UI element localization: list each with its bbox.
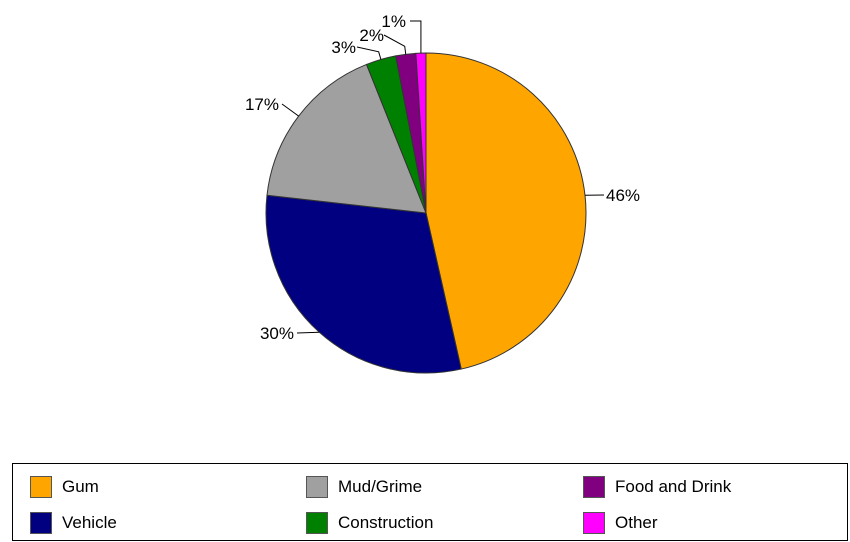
leader-line-mud-grime (281, 103, 299, 117)
pie-slice-mud-grime (266, 63, 427, 214)
legend-item-food-and-drink: Food and Drink (583, 472, 731, 502)
leader-line-construction (356, 46, 382, 60)
pct-label-mud-grime: 17% (245, 95, 279, 114)
pie-slice-vehicle (265, 194, 462, 374)
pct-label-vehicle: 30% (260, 324, 294, 343)
legend-label-gum: Gum (62, 477, 99, 496)
leader-line-food-and-drink (383, 34, 407, 55)
legend-label-construction: Construction (338, 513, 434, 532)
legend-swatch-other (583, 512, 605, 534)
legend-item-mud-grime: Mud/Grime (306, 472, 422, 502)
legend-label-food-and-drink: Food and Drink (615, 477, 732, 496)
legend-swatch-vehicle (30, 512, 52, 534)
pct-label-construction: 3% (331, 38, 356, 57)
pct-label-gum: 46% (606, 186, 640, 205)
legend: Gum Mud/Grime Food and Drink Vehicle Con… (12, 463, 848, 541)
pie-slice-gum (425, 52, 587, 370)
pct-label-food-and-drink: 2% (359, 26, 384, 45)
legend-swatch-gum (30, 476, 52, 498)
legend-label-mud-grime: Mud/Grime (338, 477, 423, 496)
legend-item-gum: Gum (30, 472, 99, 502)
legend-item-other: Other (583, 508, 658, 538)
leader-line-vehicle (296, 331, 320, 334)
pie-chart: 46% 30% 17% 3%2%1% (245, 12, 640, 374)
legend-label-other: Other (615, 513, 658, 532)
legend-swatch-mud-grime (306, 476, 328, 498)
legend-swatch-food-and-drink (583, 476, 605, 498)
legend-swatch-construction (306, 512, 328, 534)
legend-item-construction: Construction (306, 508, 433, 538)
leader-line-other (410, 20, 422, 54)
legend-item-vehicle: Vehicle (30, 508, 117, 538)
pct-label-other: 1% (381, 12, 406, 31)
legend-label-vehicle: Vehicle (62, 513, 117, 532)
